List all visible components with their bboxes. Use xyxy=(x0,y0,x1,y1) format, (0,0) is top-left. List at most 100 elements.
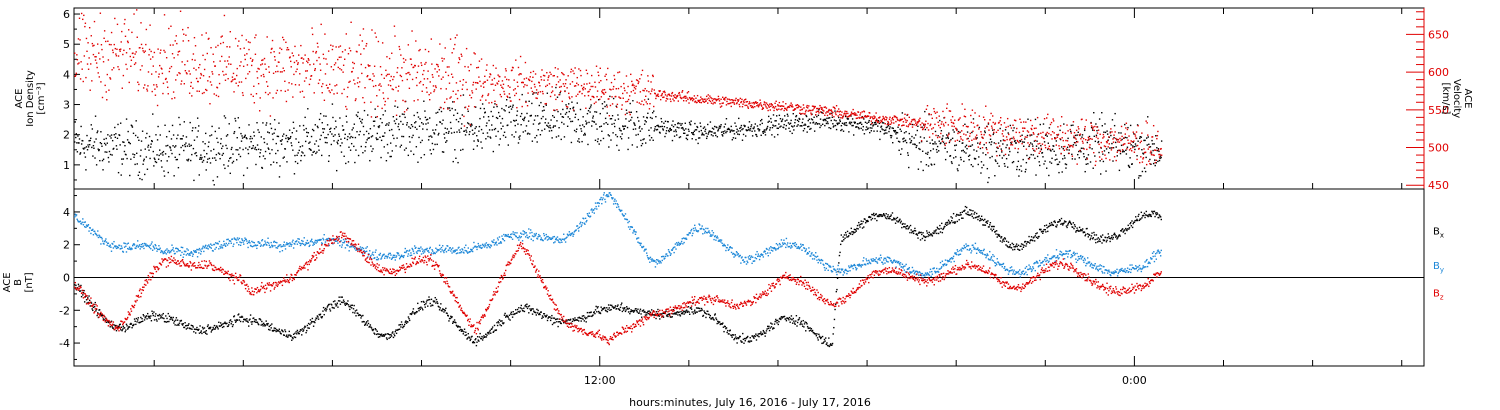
velocity-point xyxy=(537,93,539,95)
velocity-point xyxy=(754,101,757,104)
density-point xyxy=(612,97,615,100)
velocity-point xyxy=(990,112,992,115)
density-point xyxy=(122,141,124,143)
density-point xyxy=(342,129,345,131)
velocity-point xyxy=(329,91,331,94)
density-point xyxy=(460,149,462,151)
density-point xyxy=(519,135,521,137)
density-point xyxy=(229,172,231,175)
velocity-point xyxy=(612,85,615,88)
density-point xyxy=(966,131,969,133)
b-point-bx xyxy=(531,313,534,315)
b-point-bx xyxy=(209,327,211,330)
velocity-point xyxy=(523,78,526,80)
velocity-point xyxy=(1094,125,1096,128)
density-point xyxy=(588,121,590,124)
density-point xyxy=(431,136,433,138)
density-point xyxy=(92,144,95,147)
velocity-point xyxy=(657,93,659,95)
density-point xyxy=(1112,160,1114,162)
velocity-point xyxy=(823,110,825,112)
density-point xyxy=(1011,137,1013,140)
density-point xyxy=(747,129,749,132)
density-point xyxy=(731,139,734,141)
density-point xyxy=(453,131,456,134)
velocity-point xyxy=(448,66,450,68)
density-point xyxy=(1046,167,1048,169)
velocity-point xyxy=(717,98,719,101)
velocity-point xyxy=(652,75,654,78)
density-point xyxy=(946,134,948,136)
velocity-point xyxy=(1050,121,1053,124)
density-point xyxy=(936,145,939,148)
density-point xyxy=(1118,132,1120,134)
velocity-point xyxy=(623,87,626,89)
density-point xyxy=(1122,150,1124,152)
density-point xyxy=(518,136,520,138)
density-point xyxy=(165,136,168,138)
b-point-bx xyxy=(240,316,242,318)
b-point-bx xyxy=(503,314,506,316)
density-point xyxy=(110,134,113,136)
density-point xyxy=(455,118,458,121)
b-point-bx xyxy=(245,320,247,322)
b-point-bx xyxy=(94,301,96,304)
velocity-point xyxy=(1026,130,1029,132)
density-point xyxy=(762,132,765,134)
density-point xyxy=(865,129,867,131)
velocity-point xyxy=(493,77,496,80)
density-point xyxy=(812,121,815,123)
velocity-point xyxy=(425,61,427,64)
velocity-point xyxy=(101,96,104,99)
density-point xyxy=(363,133,365,136)
density-point xyxy=(797,120,800,123)
b-point-bx xyxy=(265,320,267,322)
velocity-point xyxy=(309,78,312,80)
velocity-point xyxy=(184,63,186,66)
velocity-point xyxy=(802,112,804,115)
velocity-point xyxy=(306,70,308,72)
velocity-point xyxy=(901,125,903,127)
density-point xyxy=(697,142,699,145)
density-point xyxy=(149,146,152,148)
velocity-point xyxy=(324,73,327,75)
velocity-point xyxy=(124,18,126,21)
density-point xyxy=(831,112,833,114)
density-point xyxy=(532,123,535,125)
b-point-bx xyxy=(314,319,317,321)
velocity-point xyxy=(401,79,404,82)
velocity-point xyxy=(232,79,234,81)
density-point xyxy=(196,117,199,119)
density-point xyxy=(970,164,973,166)
velocity-point xyxy=(236,67,238,70)
velocity-point xyxy=(552,75,554,77)
velocity-point xyxy=(352,67,354,69)
velocity-point xyxy=(261,63,264,65)
density-point xyxy=(319,138,321,141)
velocity-point xyxy=(900,118,902,121)
velocity-point xyxy=(715,99,717,102)
density-point xyxy=(256,144,259,146)
density-point xyxy=(709,130,711,132)
density-tick-label: 4 xyxy=(63,68,70,81)
density-point xyxy=(242,174,245,177)
velocity-point xyxy=(378,84,380,86)
density-point xyxy=(296,162,299,165)
density-point xyxy=(780,125,782,127)
velocity-point xyxy=(285,41,287,44)
density-point xyxy=(1149,146,1152,148)
b-point-bx xyxy=(327,305,329,307)
density-point xyxy=(153,157,156,159)
velocity-point xyxy=(665,100,667,102)
density-point xyxy=(228,123,230,125)
density-point xyxy=(335,126,337,128)
b-point-bx xyxy=(510,311,513,313)
velocity-point xyxy=(1009,139,1011,141)
b-point-bx xyxy=(236,319,239,321)
b-point-bx xyxy=(466,337,469,339)
velocity-point xyxy=(811,109,813,112)
velocity-point xyxy=(855,113,857,115)
velocity-point xyxy=(226,60,229,62)
density-point xyxy=(123,141,125,144)
b-point-bx xyxy=(175,317,178,319)
